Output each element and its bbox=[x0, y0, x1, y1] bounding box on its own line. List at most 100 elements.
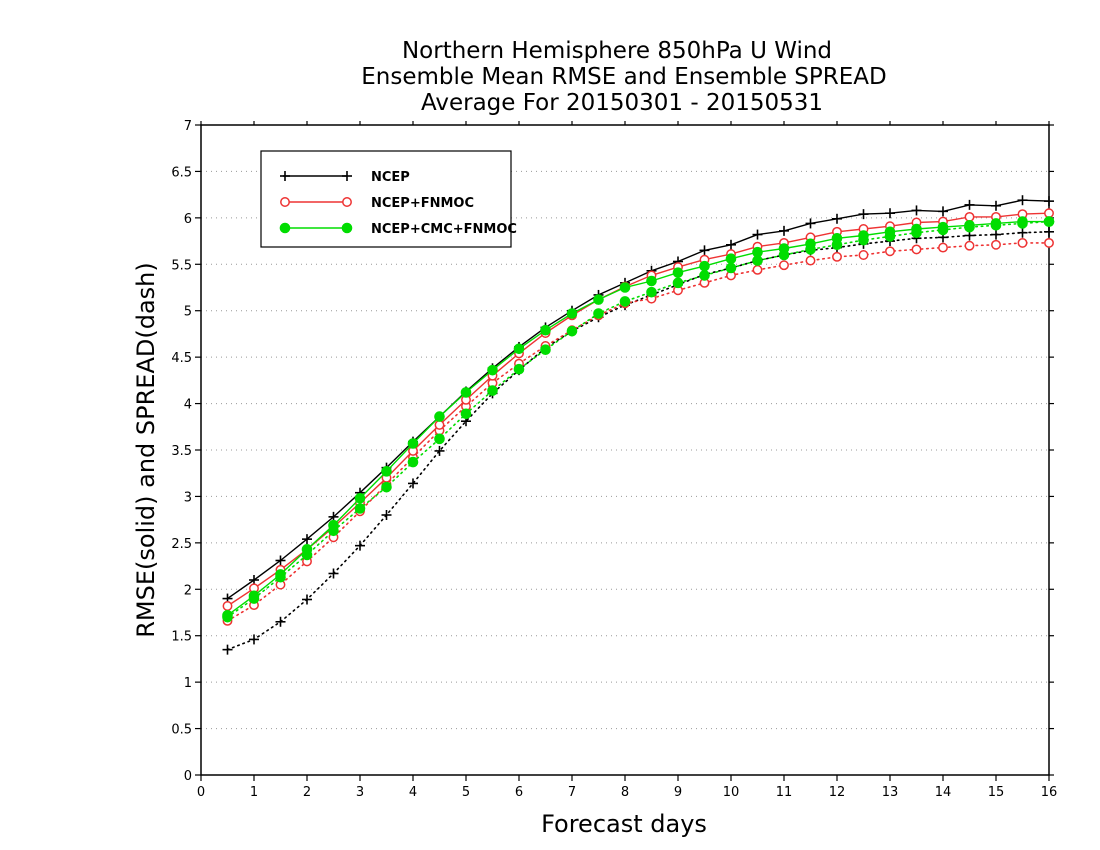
series-ncep-rmse-point-18 bbox=[699, 245, 710, 256]
y-tick-label-3: 3 bbox=[184, 490, 192, 505]
series-ncep-rmse-point-26 bbox=[911, 205, 922, 216]
legend-ncep-cmc-fnmoc-label: NCEP+CMC+FNMOC bbox=[371, 222, 517, 237]
series-ncep-rmse-point-27 bbox=[938, 206, 948, 217]
series-ncep-cmc-fnmoc-rmse-point-16 bbox=[646, 275, 657, 287]
series-ncep-fnmoc-rmse-point-0 bbox=[222, 601, 233, 611]
series-ncep-rmse-point-25 bbox=[885, 208, 895, 219]
series-ncep-spread-point-3 bbox=[302, 594, 312, 605]
series-ncep-cmc-fnmoc-rmse-point-17 bbox=[672, 267, 684, 278]
series-ncep-fnmoc-spread-point-22 bbox=[805, 255, 816, 266]
series-ncep-cmc-fnmoc-rmse-point-29 bbox=[990, 218, 1002, 229]
series-ncep-rmse-point-23 bbox=[832, 213, 842, 224]
series-ncep-spread-point-6 bbox=[381, 510, 392, 520]
series-ncep-rmse-point-31 bbox=[1044, 196, 1054, 207]
series-ncep-cmc-fnmoc-rmse-point-18 bbox=[699, 260, 710, 272]
series-ncep-spread-point-4 bbox=[328, 568, 339, 579]
chart-title-line-1: Northern Hemisphere 850hPa U Wind bbox=[402, 38, 832, 64]
series-ncep-cmc-fnmoc-spread-point-5 bbox=[354, 503, 366, 514]
series-ncep-fnmoc-rmse-line bbox=[227, 212, 1050, 607]
x-tick-label-6: 6 bbox=[515, 785, 523, 800]
series-ncep-cmc-fnmoc-rmse-point-5 bbox=[354, 492, 366, 504]
gridlines bbox=[201, 170, 1049, 730]
series-ncep-spread-point-31 bbox=[1044, 226, 1054, 237]
x-tick-label-16: 16 bbox=[1041, 785, 1058, 800]
y-tick-label-6.5: 6.5 bbox=[171, 165, 192, 180]
x-tick-label-1: 1 bbox=[250, 785, 258, 800]
series-ncep-cmc-fnmoc-rmse-point-10 bbox=[487, 364, 498, 376]
series-ncep-fnmoc-spread-point-25 bbox=[885, 246, 895, 257]
x-tick-label-0: 0 bbox=[197, 785, 205, 800]
series-ncep-fnmoc-spread-point-31 bbox=[1044, 237, 1054, 248]
series-ncep-rmse-point-2 bbox=[275, 555, 286, 566]
series-ncep-cmc-fnmoc-rmse-point-21 bbox=[778, 243, 790, 254]
x-tick-label-13: 13 bbox=[882, 785, 899, 800]
series-ncep-fnmoc-rmse-point-28 bbox=[964, 211, 975, 222]
y-tick-label-1: 1 bbox=[184, 676, 192, 691]
series-ncep-fnmoc-spread-line bbox=[226, 242, 1050, 622]
chart-title: Northern Hemisphere 850hPa U Wind Ensemb… bbox=[361, 38, 886, 116]
legend-ncep-fnmoc-label: NCEP+FNMOC bbox=[371, 196, 474, 211]
series-ncep-rmse-point-30 bbox=[1017, 195, 1028, 206]
series-ncep-cmc-fnmoc-rmse-point-4 bbox=[328, 519, 339, 531]
x-tick-label-7: 7 bbox=[568, 785, 576, 800]
series-ncep-cmc-fnmoc bbox=[222, 216, 1055, 623]
series-ncep-cmc-fnmoc-spread-point-7 bbox=[407, 456, 419, 468]
series-ncep-cmc-fnmoc-rmse-point-1 bbox=[248, 590, 260, 602]
series-ncep-cmc-fnmoc-rmse-point-9 bbox=[460, 387, 472, 398]
legend: NCEP NCEP+FNMOC NCEP+CMC+FNMOC bbox=[260, 150, 517, 248]
y-tick-label-3.5: 3.5 bbox=[171, 444, 192, 459]
legend-entry-ncep-cmc-fnmoc: NCEP+CMC+FNMOC bbox=[279, 222, 517, 237]
series-ncep-fnmoc-spread-point-29 bbox=[991, 239, 1001, 250]
series-ncep-cmc-fnmoc-rmse-point-13 bbox=[566, 308, 578, 319]
x-tick-label-10: 10 bbox=[723, 785, 740, 800]
series-ncep-cmc-fnmoc-spread-point-6 bbox=[381, 481, 392, 493]
legend-ncep-fnmoc-marker-right bbox=[342, 197, 352, 207]
series-ncep-cmc-fnmoc-spread-point-16 bbox=[646, 286, 657, 298]
series-ncep-fnmoc-spread-point-26 bbox=[911, 244, 922, 255]
series-ncep-rmse-point-29 bbox=[991, 200, 1001, 211]
series-ncep-fnmoc-spread-point-21 bbox=[779, 260, 789, 271]
series-ncep-cmc-fnmoc-rmse-point-19 bbox=[725, 253, 737, 265]
legend-ncep-fnmoc-marker-left bbox=[280, 197, 290, 207]
series-ncep-fnmoc-spread-point-24 bbox=[858, 250, 869, 260]
series-ncep-spread-line bbox=[226, 231, 1050, 651]
legend-ncep-marker-left bbox=[280, 171, 290, 181]
chart-title-line-2: Ensemble Mean RMSE and Ensemble SPREAD bbox=[361, 64, 886, 90]
series-ncep-cmc-fnmoc-rmse-point-0 bbox=[222, 609, 233, 621]
series-ncep-rmse-point-24 bbox=[858, 209, 869, 220]
y-axis-title: RMSE(solid) and SPREAD(dash) bbox=[132, 262, 160, 638]
y-tick-label-2: 2 bbox=[184, 583, 192, 598]
legend-entry-ncep-fnmoc: NCEP+FNMOC bbox=[280, 196, 474, 211]
series-ncep-cmc-fnmoc-spread-point-12 bbox=[540, 344, 551, 356]
series-ncep-fnmoc-spread-point-30 bbox=[1017, 237, 1028, 248]
series-ncep-fnmoc-spread-point-27 bbox=[938, 242, 948, 253]
series-ncep-spread-point-5 bbox=[355, 540, 365, 551]
series-ncep-rmse-point-20 bbox=[752, 229, 763, 240]
y-tick-label-7: 7 bbox=[184, 119, 192, 134]
legend-ncep-cmc-fnmoc-marker-right bbox=[341, 222, 353, 234]
x-tick-label-5: 5 bbox=[462, 785, 470, 800]
series-ncep-cmc-fnmoc-rmse-point-2 bbox=[275, 569, 286, 580]
series-ncep-cmc-fnmoc-spread-point-14 bbox=[593, 308, 604, 319]
y-tick-label-4.5: 4.5 bbox=[171, 351, 192, 366]
series-ncep-rmse-point-19 bbox=[726, 239, 736, 250]
series-ncep-cmc-fnmoc-rmse-point-6 bbox=[381, 466, 392, 477]
series-ncep-cmc-fnmoc-rmse-point-24 bbox=[858, 230, 869, 241]
series-ncep-cmc-fnmoc-rmse-point-20 bbox=[752, 246, 763, 258]
series-ncep-rmse-point-21 bbox=[779, 225, 789, 236]
series-ncep-cmc-fnmoc-rmse-point-14 bbox=[593, 294, 604, 305]
series-ncep-cmc-fnmoc-rmse-point-8 bbox=[434, 411, 445, 422]
series-ncep-cmc-fnmoc-spread-point-19 bbox=[725, 262, 737, 274]
series-ncep-fnmoc-rmse-point-31 bbox=[1044, 208, 1054, 219]
y-tick-label-5.5: 5.5 bbox=[171, 258, 192, 273]
series-ncep-rmse-point-1 bbox=[249, 575, 259, 585]
series-ncep-cmc-fnmoc-spread-point-8 bbox=[434, 433, 445, 445]
series-ncep-cmc-fnmoc-rmse-point-31 bbox=[1043, 216, 1055, 227]
series-ncep-cmc-fnmoc-rmse-point-15 bbox=[619, 282, 631, 293]
series-ncep-fnmoc-spread-point-28 bbox=[964, 240, 975, 251]
y-tick-label-6: 6 bbox=[184, 212, 192, 227]
series-ncep bbox=[222, 195, 1054, 655]
series-ncep-cmc-fnmoc-spread-point-9 bbox=[460, 408, 472, 420]
series-ncep-fnmoc-spread-point-20 bbox=[752, 264, 763, 275]
